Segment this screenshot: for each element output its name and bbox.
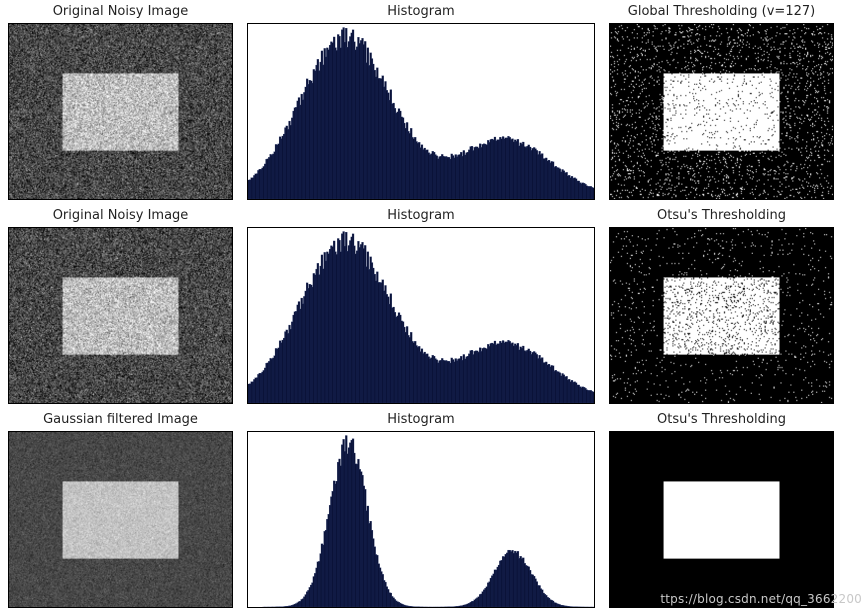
title-r1-image: Original Noisy Image [53,208,189,223]
canvas-r0-image [9,24,232,199]
figure-grid: Original Noisy Image Histogram Global Th… [8,4,854,608]
cell-r1-image: Original Noisy Image [8,208,233,404]
canvas-r2-image [9,432,232,607]
panel-r0-hist [247,23,595,200]
cell-r2-image: Gaussian filtered Image [8,412,233,608]
title-r0-hist: Histogram [387,4,454,19]
panel-r0-thresh [609,23,834,200]
canvas-r1-image [9,228,232,403]
title-r0-image: Original Noisy Image [53,4,189,19]
title-r2-thresh: Otsu's Thresholding [657,412,786,427]
cell-r1-hist: Histogram [247,208,595,404]
panel-r1-image [8,227,233,404]
cell-r1-thresh: Otsu's Thresholding [609,208,834,404]
cell-r0-hist: Histogram [247,4,595,200]
panel-r2-thresh [609,431,834,608]
cell-r2-hist: Histogram [247,412,595,608]
canvas-r0-thresh [610,24,833,199]
cell-r0-thresh: Global Thresholding (v=127) [609,4,834,200]
svg-r2-hist [248,432,594,607]
canvas-r1-thresh [610,228,833,403]
canvas-r2-thresh [610,432,833,607]
title-r2-hist: Histogram [387,412,454,427]
title-r0-thresh: Global Thresholding (v=127) [628,4,815,19]
cell-r0-image: Original Noisy Image [8,4,233,200]
panel-r1-thresh [609,227,834,404]
panel-r2-image [8,431,233,608]
panel-r0-image [8,23,233,200]
svg-r0-hist [248,24,594,199]
cell-r2-thresh: Otsu's Thresholding [609,412,834,608]
title-r1-thresh: Otsu's Thresholding [657,208,786,223]
svg-r1-hist [248,228,594,403]
panel-r2-hist [247,431,595,608]
panel-r1-hist [247,227,595,404]
title-r1-hist: Histogram [387,208,454,223]
title-r2-image: Gaussian filtered Image [43,412,198,427]
